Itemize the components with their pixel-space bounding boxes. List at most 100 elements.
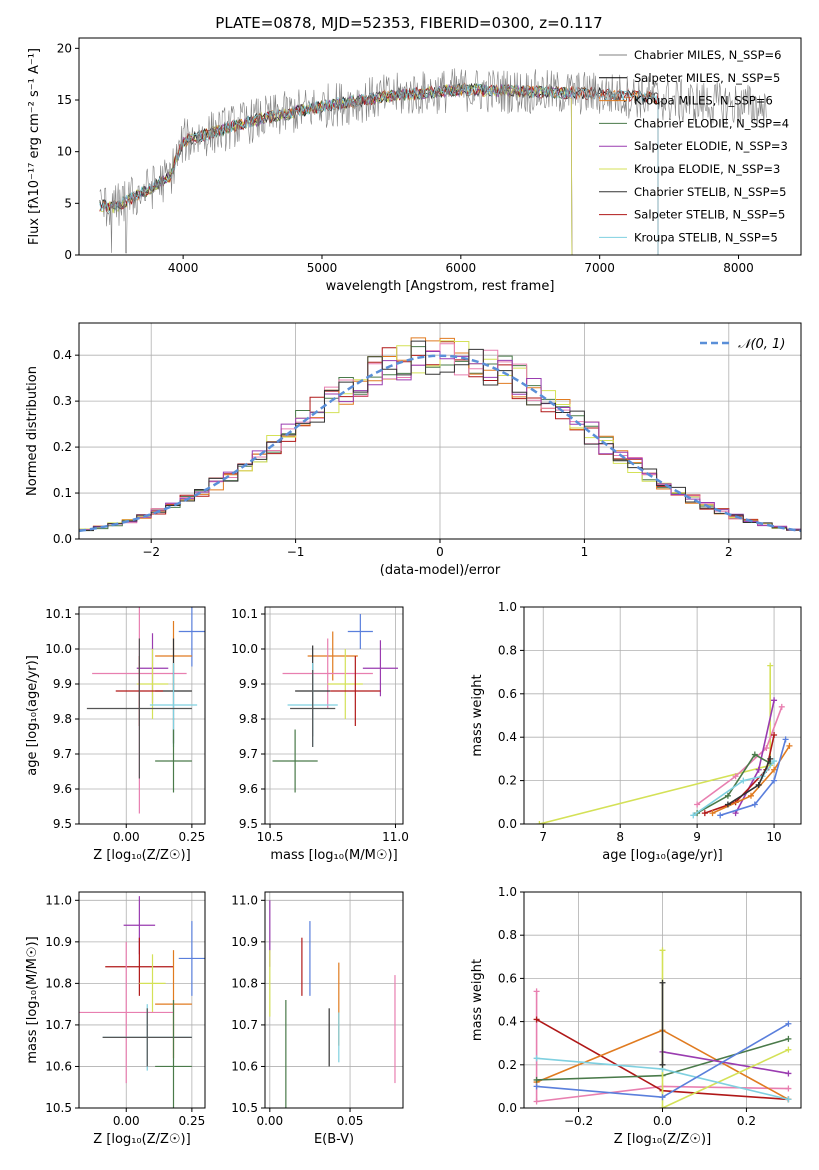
x-tick-label: 10 — [766, 830, 781, 844]
axes-frame: 0.00 0.25 9.5 9.6 9.7 9.8 9.9 10.0 10.1 Z [log₁₀(… — [25, 606, 206, 863]
x-tick-label: 0.0 — [653, 1114, 672, 1128]
x-tick-label: −1 — [287, 545, 305, 559]
weight-marker — [778, 703, 785, 710]
weight-series — [659, 979, 666, 1068]
y-tick-label: 0.6 — [498, 687, 517, 701]
error-bar-point — [79, 941, 174, 1084]
x-tick-label: 0.00 — [113, 1114, 140, 1128]
weight-marker — [751, 801, 758, 808]
error-bar-point — [327, 649, 363, 719]
weight-series — [694, 751, 774, 817]
weight-marker — [785, 1046, 792, 1053]
weight-marker — [533, 1098, 540, 1105]
weight-series — [724, 755, 774, 808]
weight-marker — [732, 773, 739, 780]
weight-marker — [659, 947, 666, 954]
y-tick-label: 0.6 — [498, 971, 517, 985]
chart-mass-vs-ebv: 0.00 0.05 10.5 10.6 10.7 10.8 10.9 11.0 E(B-V) — [231, 891, 404, 1147]
y-tick-label: 10.6 — [231, 1059, 258, 1073]
x-tick-label: 4000 — [168, 261, 199, 275]
error-bar-point — [136, 649, 169, 719]
weight-marker — [786, 742, 793, 749]
y-axis-label: mass weight — [470, 959, 485, 1041]
y-tick-label: 20 — [57, 41, 72, 55]
plot-area — [533, 947, 792, 1108]
weight-marker — [533, 988, 540, 995]
legend-label: Chabrier ELODIE, N_SSP=4 — [634, 116, 789, 130]
weight-marker — [659, 1094, 666, 1101]
error-bar-point — [86, 638, 192, 779]
weight-marker — [659, 1061, 666, 1068]
spectrum-line — [99, 68, 767, 254]
error-bar-point — [178, 607, 205, 667]
x-tick-label: 10.5 — [257, 830, 284, 844]
y-tick-label: 10.5 — [231, 1101, 258, 1115]
chart-mass-weight-vs-z: −0.2 0.0 0.2 0.0 0.2 0.4 0.6 0.8 1.0 Z [log₁₀(Z/Z… — [470, 885, 802, 1147]
y-tick-label: 9.5 — [53, 817, 72, 831]
y-tick-label: 0.4 — [53, 348, 72, 362]
error-bar-point — [139, 954, 166, 1013]
y-axis-label: age [log₁₀(age/yr)] — [25, 655, 40, 776]
weight-marker — [751, 751, 758, 758]
gaussian-curve — [79, 354, 801, 533]
histogram-step — [79, 340, 801, 533]
axes-frame: 0.00 0.05 10.5 10.6 10.7 10.8 10.9 11.0 E(B-V) — [231, 891, 404, 1147]
legend-label: Salpeter ELODIE, N_SSP=3 — [634, 139, 788, 153]
chart-age-vs-z: 0.00 0.25 9.5 9.6 9.7 9.8 9.9 10.0 10.1 Z [log₁₀(… — [25, 606, 206, 863]
error-bar-point — [105, 937, 174, 996]
error-bar-point — [155, 729, 192, 793]
x-tick-label: 8000 — [723, 261, 754, 275]
error-bar-point — [347, 614, 373, 649]
chart-mass-weight-vs-age: 7 8 9 10 0.0 0.2 0.4 0.6 0.8 1.0 age [log₁₀(age/yr… — [470, 600, 802, 863]
error-bar-point — [102, 1008, 192, 1067]
weight-marker — [767, 662, 774, 669]
weight-marker — [771, 697, 778, 704]
weight-marker — [701, 810, 708, 817]
spectrum-line — [99, 83, 659, 255]
weight-marker — [785, 1085, 792, 1092]
plot-area — [269, 900, 396, 1108]
weight-series — [717, 736, 789, 819]
axes-border — [78, 37, 802, 256]
y-tick-label: 10.1 — [231, 607, 258, 621]
y-tick-label: 10.8 — [231, 976, 258, 990]
weight-marker — [771, 766, 778, 773]
y-tick-label: 10.8 — [45, 976, 72, 990]
x-tick-label: 6000 — [446, 261, 477, 275]
weight-marker — [771, 758, 778, 765]
y-tick-label: 15 — [57, 93, 72, 107]
legend-label: Kroupa ELODIE, N_SSP=3 — [634, 162, 780, 176]
legend-label: Kroupa MILES, N_SSP=6 — [634, 94, 773, 108]
weight-marker — [717, 812, 724, 819]
legend-label: Chabrier MILES, N_SSP=6 — [634, 48, 781, 62]
y-tick-label: 0.4 — [498, 1015, 517, 1029]
chart-mass-vs-z: 0.00 0.25 10.5 10.6 10.7 10.8 10.9 11.0 Z [log₁₀… — [25, 891, 206, 1147]
x-tick-label: 0 — [436, 545, 444, 559]
weight-series — [694, 703, 785, 808]
x-axis-label: Z [log₁₀(Z/Z☉)] — [93, 1132, 190, 1147]
weight-series — [533, 1055, 792, 1103]
axes-border — [78, 891, 206, 1109]
weight-marker — [533, 1055, 540, 1062]
y-tick-label: 10.9 — [231, 935, 258, 949]
weight-marker — [740, 777, 747, 784]
weight-marker — [771, 777, 778, 784]
weight-marker — [659, 1105, 666, 1108]
axes-border — [78, 606, 206, 825]
x-tick-label: 11.0 — [382, 830, 409, 844]
y-tick-label: 9.7 — [53, 747, 72, 761]
x-axis-label: wavelength [Angstrom, rest frame] — [326, 279, 555, 294]
y-tick-label: 10.7 — [231, 1018, 258, 1032]
plot-area — [86, 607, 205, 814]
y-axis-label: Normed distribution — [25, 366, 40, 496]
y-tick-label: 9.9 — [239, 677, 258, 691]
x-tick-label: 0.25 — [179, 830, 206, 844]
weight-series — [533, 1020, 792, 1101]
error-bar-point — [282, 638, 373, 709]
y-tick-label: 0.8 — [498, 928, 517, 942]
weight-series — [709, 742, 793, 817]
y-axis-label: mass [log₁₀(M/M☉)] — [25, 936, 40, 1063]
x-tick-label: 2 — [725, 545, 733, 559]
error-bar-point — [330, 656, 381, 726]
